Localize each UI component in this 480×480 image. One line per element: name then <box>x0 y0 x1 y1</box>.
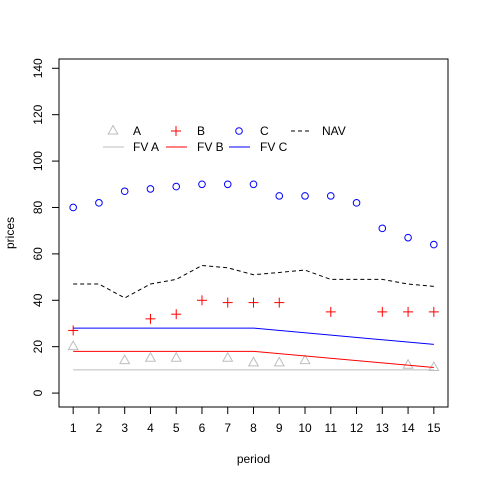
data-point-c <box>275 192 284 200</box>
data-point-c <box>352 199 361 207</box>
x-tick-label: 5 <box>173 421 180 435</box>
x-tick-label: 10 <box>298 421 312 435</box>
legend-swatch <box>235 127 243 135</box>
legend-label: C <box>260 124 269 138</box>
data-point-c <box>198 180 206 189</box>
x-tick-label: 11 <box>325 421 338 435</box>
x-tick-label: 1 <box>70 421 77 435</box>
legend-label: FV B <box>197 140 224 154</box>
x-tick-label: 12 <box>350 421 364 435</box>
data-point-b <box>403 306 414 317</box>
series-line-fv-b <box>73 350 434 369</box>
series-nav <box>73 264 434 299</box>
data-point-b <box>325 306 336 317</box>
data-point-a <box>222 351 234 362</box>
data-point-b <box>274 297 285 308</box>
series-b <box>68 295 439 336</box>
x-tick-label: 9 <box>276 421 283 435</box>
legend-label: NAV <box>322 124 346 138</box>
data-point-b <box>248 297 259 308</box>
data-point-b <box>145 313 156 324</box>
x-tick-label: 15 <box>427 421 441 435</box>
data-point-a <box>402 358 414 369</box>
data-point-b <box>171 309 182 320</box>
data-point-c <box>404 233 412 242</box>
y-tick-label: 140 <box>31 58 45 78</box>
legend-label: B <box>197 124 205 138</box>
x-tick-label: 7 <box>224 421 231 435</box>
series-fv-c <box>73 327 434 345</box>
x-tick-label: 4 <box>147 421 154 435</box>
legend-item-fv-b: FV B <box>166 140 224 154</box>
series-a <box>67 340 440 372</box>
data-point-c <box>146 185 155 193</box>
data-point-b <box>377 306 388 317</box>
data-point-b <box>68 325 79 336</box>
data-point-c <box>249 180 258 189</box>
x-tick-label: 6 <box>199 421 206 435</box>
y-axis: 0 20 40 60 80 100 120 140 <box>31 58 60 396</box>
data-point-c <box>172 182 181 191</box>
data-point-b <box>222 297 233 308</box>
y-tick-label: 20 <box>31 340 45 354</box>
legend: A B C NAV FV A FV B FV C <box>103 124 346 154</box>
legend-item-c: C <box>235 124 269 138</box>
y-axis-title: prices <box>3 217 17 249</box>
legend-label: A <box>133 124 141 138</box>
legend-item-nav: NAV <box>291 124 346 138</box>
x-axis-title: period <box>237 452 270 466</box>
legend-swatch <box>171 126 181 136</box>
data-point-c <box>378 224 387 233</box>
y-tick-label: 100 <box>31 151 45 171</box>
data-point-b <box>196 295 207 306</box>
y-tick-label: 0 <box>31 389 45 396</box>
legend-item-a: A <box>107 124 141 138</box>
data-point-c <box>69 203 77 212</box>
data-point-c <box>301 192 309 200</box>
data-point-a <box>273 356 285 367</box>
x-axis: 1 2 3 4 5 6 7 8 9 10 11 12 13 14 15 <box>70 406 441 435</box>
data-point-a <box>67 340 79 351</box>
legend-item-b: B <box>171 124 205 138</box>
plot-frame <box>58 58 449 408</box>
y-tick-label: 60 <box>31 247 45 261</box>
series-line-fv-c <box>73 327 434 345</box>
x-tick-label: 2 <box>96 421 103 435</box>
data-point-c <box>326 192 335 200</box>
legend-swatch <box>107 124 119 135</box>
x-tick-label: 8 <box>250 421 257 435</box>
data-point-a <box>299 354 311 365</box>
x-tick-label: 13 <box>376 421 390 435</box>
legend-item-fv-c: FV C <box>229 140 288 154</box>
y-tick-label: 80 <box>31 200 45 214</box>
data-point-a <box>247 356 260 367</box>
series-fv-b <box>73 350 434 369</box>
series-c <box>69 180 438 249</box>
y-tick-label: 120 <box>31 104 45 124</box>
data-point-c <box>430 240 438 249</box>
data-point-a <box>119 354 131 365</box>
data-point-a <box>428 361 440 372</box>
plot-series <box>67 180 440 372</box>
legend-label: FV A <box>133 140 159 154</box>
data-point-c <box>95 199 103 207</box>
y-tick-label: 40 <box>31 293 45 307</box>
data-point-c <box>223 180 232 189</box>
x-tick-label: 3 <box>121 421 128 435</box>
legend-label: FV C <box>260 140 288 154</box>
data-point-a <box>144 351 157 362</box>
legend-item-fv-a: FV A <box>103 140 159 154</box>
series-line-nav <box>73 264 434 299</box>
data-point-b <box>428 306 439 317</box>
data-point-c <box>120 187 129 196</box>
x-tick-label: 14 <box>401 421 415 435</box>
data-point-a <box>170 351 182 362</box>
